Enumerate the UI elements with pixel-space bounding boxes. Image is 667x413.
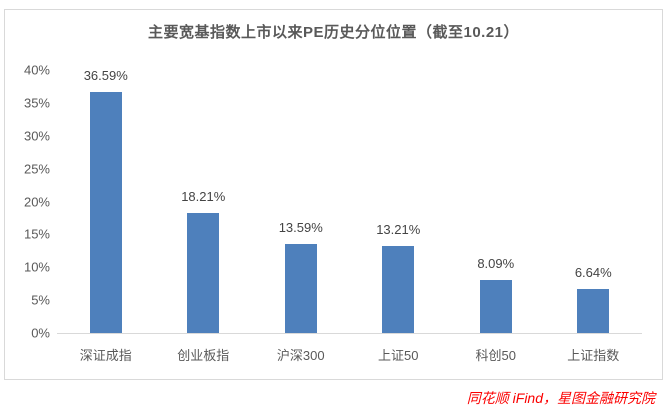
bar: [479, 279, 512, 333]
x-axis-category-label: 沪深300: [276, 348, 325, 363]
bar-value-label: 8.09%: [477, 255, 515, 271]
y-axis-tick-label: 40%: [23, 62, 50, 78]
bar: [382, 246, 415, 333]
bar-value-label: 18.21%: [181, 189, 226, 205]
bar-value-label: 13.59%: [278, 219, 323, 235]
y-axis-tick-label: 30%: [23, 128, 50, 144]
x-axis-category-label: 深证成指: [79, 348, 132, 363]
x-axis-category-label: 科创50: [475, 348, 516, 363]
y-axis-tick-label: 35%: [23, 95, 50, 111]
source-note: 同花顺 iFind，星图金融研究院: [466, 390, 655, 406]
bar: [187, 213, 220, 333]
x-axis-category-label: 上证50: [378, 348, 419, 363]
chart-title: 主要宽基指数上市以来PE历史分位位置（截至10.21）: [147, 24, 520, 41]
bar: [89, 92, 122, 333]
x-axis-category-label: 创业板指: [177, 348, 230, 363]
y-axis-tick-label: 0%: [31, 325, 50, 341]
y-axis-tick-label: 10%: [23, 259, 50, 275]
x-axis-line: [57, 333, 642, 334]
x-axis-category-label: 上证指数: [567, 348, 620, 363]
bar: [577, 289, 610, 333]
chart-frame: 主要宽基指数上市以来PE历史分位位置（截至10.21） 0% 5% 10% 15% 20…: [4, 9, 663, 380]
y-axis-tick-label: 25%: [23, 161, 50, 177]
y-axis-tick-label: 15%: [23, 226, 50, 242]
bar: [284, 243, 317, 333]
y-axis-tick-label: 5%: [31, 292, 50, 308]
y-axis-tick-label: 20%: [23, 194, 50, 209]
bar-value-label: 6.64%: [574, 265, 612, 281]
bar-value-label: 13.21%: [376, 222, 421, 238]
bar-value-label: 36.59%: [83, 68, 128, 84]
